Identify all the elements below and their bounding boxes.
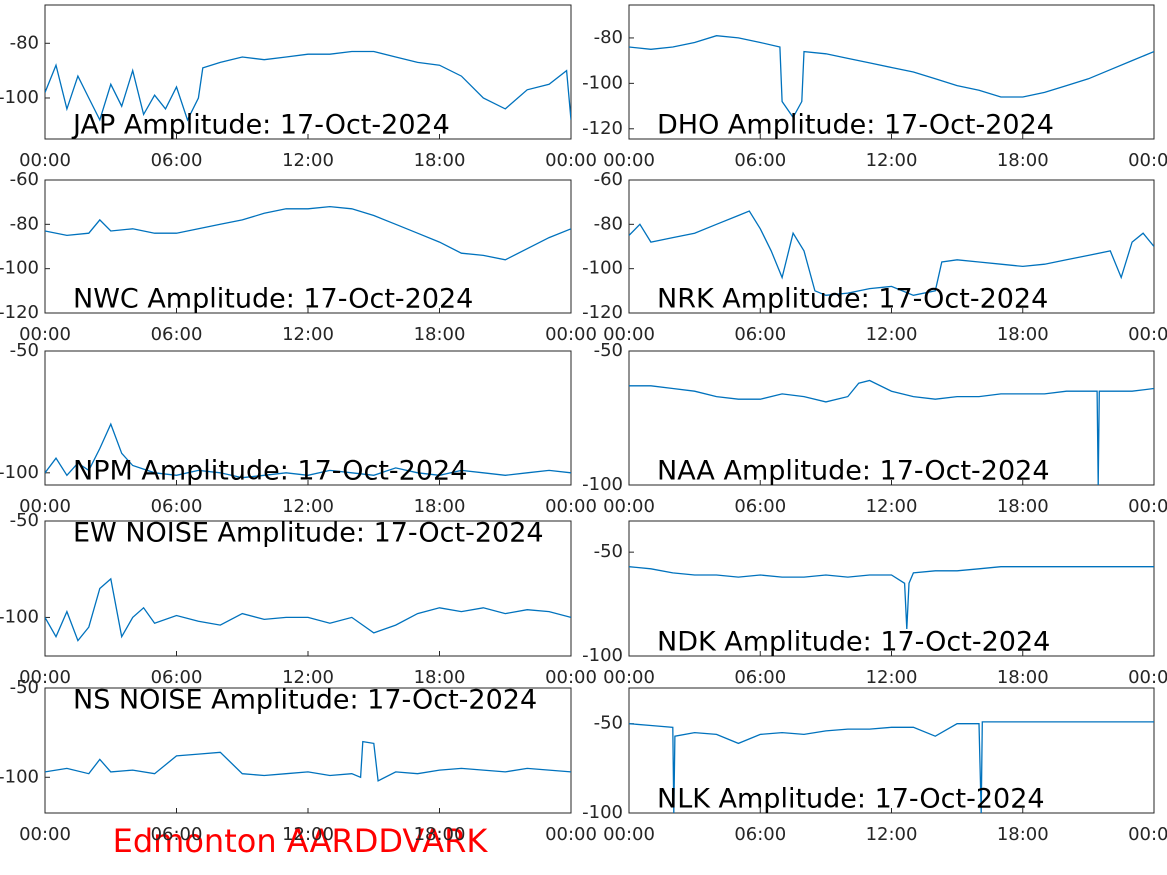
y-tick-label: -120	[582, 302, 623, 323]
x-tick-label: 18:00	[414, 324, 466, 345]
x-tick-label: 00:00	[19, 496, 71, 517]
y-tick-label: -100	[582, 72, 623, 93]
panel-title: NRK Amplitude: 17-Oct-2024	[657, 284, 1048, 315]
x-tick-label: 00:00	[545, 324, 597, 345]
x-tick-label: 18:00	[997, 324, 1049, 345]
y-tick-label: -50	[594, 713, 623, 734]
x-tick-label: 12:00	[866, 324, 918, 345]
x-tick-label: 12:00	[866, 667, 918, 688]
y-tick-label: -80	[10, 32, 39, 53]
y-tick-label: -50	[10, 677, 39, 698]
y-tick-label: -50	[10, 510, 39, 531]
x-tick-label: 12:00	[282, 150, 334, 171]
series-line	[45, 205, 571, 261]
x-tick-label: 12:00	[282, 667, 334, 688]
series-line	[629, 210, 1154, 296]
panel-title: NDK Amplitude: 17-Oct-2024	[657, 627, 1050, 658]
x-tick-label: 06:00	[151, 824, 203, 845]
x-tick-label: 12:00	[866, 150, 918, 171]
x-tick-label: 06:00	[734, 324, 786, 345]
x-tick-label: 00:00	[545, 667, 597, 688]
y-tick-label: -100	[582, 645, 623, 666]
x-tick-label: 18:00	[414, 667, 466, 688]
x-tick-label: 12:00	[866, 824, 918, 845]
y-tick-label: -100	[0, 258, 39, 279]
x-tick-label: 06:00	[151, 667, 203, 688]
x-tick-label: 12:00	[282, 324, 334, 345]
x-tick-label: 06:00	[734, 150, 786, 171]
x-tick-label: 00:00	[545, 496, 597, 517]
x-tick-label: 00:00	[545, 150, 597, 171]
panel-title: DHO Amplitude: 17-Oct-2024	[657, 110, 1054, 141]
x-tick-label: 18:00	[414, 824, 466, 845]
y-tick-label: -100	[582, 474, 623, 495]
x-tick-label: 18:00	[414, 496, 466, 517]
x-tick-label: 00:00	[1128, 324, 1167, 345]
x-tick-label: 18:00	[997, 150, 1049, 171]
series-line	[45, 577, 571, 642]
series-line	[45, 422, 571, 479]
footer: Edmonton AARDDVARK	[113, 822, 489, 860]
x-tick-label: 00:00	[603, 824, 655, 845]
x-tick-label: 06:00	[734, 496, 786, 517]
y-tick-label: -50	[594, 541, 623, 562]
y-tick-label: -100	[582, 258, 623, 279]
x-tick-label: 18:00	[997, 667, 1049, 688]
y-tick-label: -100	[0, 462, 39, 483]
x-tick-label: 12:00	[282, 496, 334, 517]
panel-title: NWC Amplitude: 17-Oct-2024	[73, 284, 473, 315]
x-tick-label: 00:00	[1128, 150, 1167, 171]
x-tick-label: 00:00	[603, 324, 655, 345]
y-tick-label: -100	[0, 87, 39, 108]
x-tick-label: 00:00	[1128, 824, 1167, 845]
x-tick-label: 00:00	[1128, 496, 1167, 517]
x-tick-label: 06:00	[734, 824, 786, 845]
x-tick-label: 18:00	[997, 496, 1049, 517]
x-tick-label: 06:00	[151, 324, 203, 345]
series-line	[629, 379, 1154, 485]
series-line	[45, 50, 571, 122]
x-tick-label: 00:00	[19, 824, 71, 845]
y-tick-label: -50	[594, 340, 623, 361]
y-tick-label: -120	[0, 302, 39, 323]
y-tick-label: -80	[594, 213, 623, 234]
x-tick-label: 00:00	[19, 667, 71, 688]
x-tick-label: 00:00	[19, 324, 71, 345]
x-tick-label: 00:00	[545, 824, 597, 845]
x-tick-label: 00:00	[603, 496, 655, 517]
panel-title: NAA Amplitude: 17-Oct-2024	[657, 456, 1050, 487]
x-tick-label: 06:00	[151, 150, 203, 171]
y-tick-label: -60	[10, 169, 39, 190]
x-tick-label: 00:00	[19, 150, 71, 171]
x-tick-label: 18:00	[997, 824, 1049, 845]
y-tick-label: -60	[594, 169, 623, 190]
x-tick-label: 06:00	[151, 496, 203, 517]
x-tick-label: 12:00	[866, 496, 918, 517]
series-line	[45, 740, 571, 782]
y-tick-label: -120	[582, 118, 623, 139]
x-tick-label: 12:00	[282, 824, 334, 845]
x-tick-label: 00:00	[603, 667, 655, 688]
y-tick-label: -100	[0, 606, 39, 627]
panel-title: EW NOISE Amplitude: 17-Oct-2024	[73, 518, 544, 549]
panel-title: NLK Amplitude: 17-Oct-2024	[657, 784, 1045, 815]
x-tick-label: 18:00	[414, 150, 466, 171]
y-tick-label: -50	[10, 340, 39, 361]
x-tick-label: 06:00	[734, 667, 786, 688]
y-tick-label: -80	[594, 27, 623, 48]
y-tick-label: -100	[0, 766, 39, 787]
panel-title: JAP Amplitude: 17-Oct-2024	[71, 110, 450, 141]
series-line	[629, 721, 1154, 813]
x-tick-label: 00:00	[1128, 667, 1167, 688]
series-line	[629, 566, 1154, 630]
panel-title: NS NOISE Amplitude: 17-Oct-2024	[73, 685, 537, 716]
panel-title: NPM Amplitude: 17-Oct-2024	[73, 456, 467, 487]
y-tick-label: -100	[582, 802, 623, 823]
y-tick-label: -80	[10, 213, 39, 234]
x-tick-label: 00:00	[603, 150, 655, 171]
series-line	[629, 35, 1154, 119]
